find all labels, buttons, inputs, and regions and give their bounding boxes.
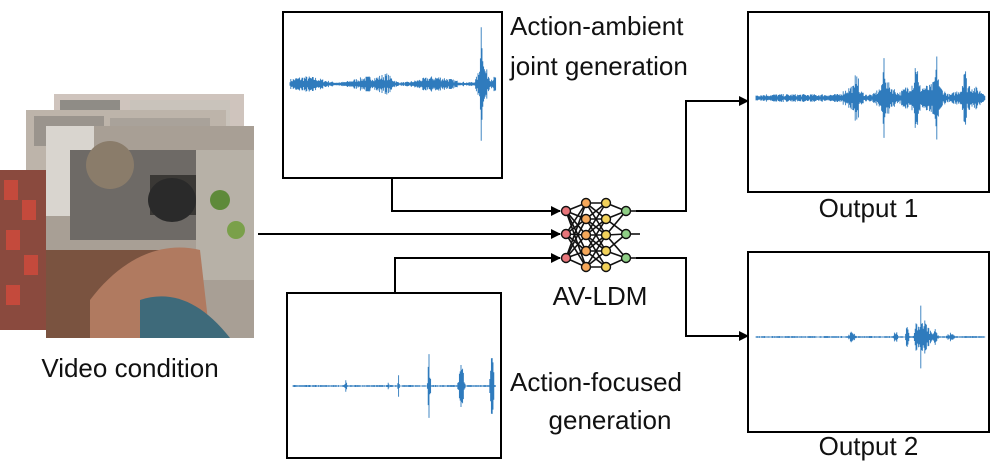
output1-label: Output 1 [818,193,919,223]
focused-title-line1: Action-focused [510,367,682,397]
output2-waveform-box [747,251,990,433]
output1-waveform-box [747,11,990,193]
video-frame-left-strip [0,170,46,330]
focused-waveform [292,354,496,418]
video-frames-stack [0,94,254,338]
focused-title-line2: generation [548,405,672,435]
video-condition-label: Video condition [41,353,219,383]
model-to-output2-arrow [636,257,749,341]
ambient-waveform [289,27,497,141]
ambient-title-line2: joint generation [510,51,688,81]
model-label: AV-LDM [552,281,648,311]
output2-waveform [755,305,986,369]
output1-waveform [755,56,986,140]
model-to-output1-arrow [636,96,749,212]
neural-network-icon [560,197,640,273]
ambient-title-line1: Action-ambient [510,11,684,41]
ambient-waveform-box [282,11,503,179]
output2-label: Output 2 [818,431,919,461]
focused-to-model-arrow [394,253,561,293]
connectors [258,96,749,341]
focused-waveform-box [286,292,502,459]
video-frame-front [46,126,254,338]
ambient-to-model-arrow [391,178,561,216]
